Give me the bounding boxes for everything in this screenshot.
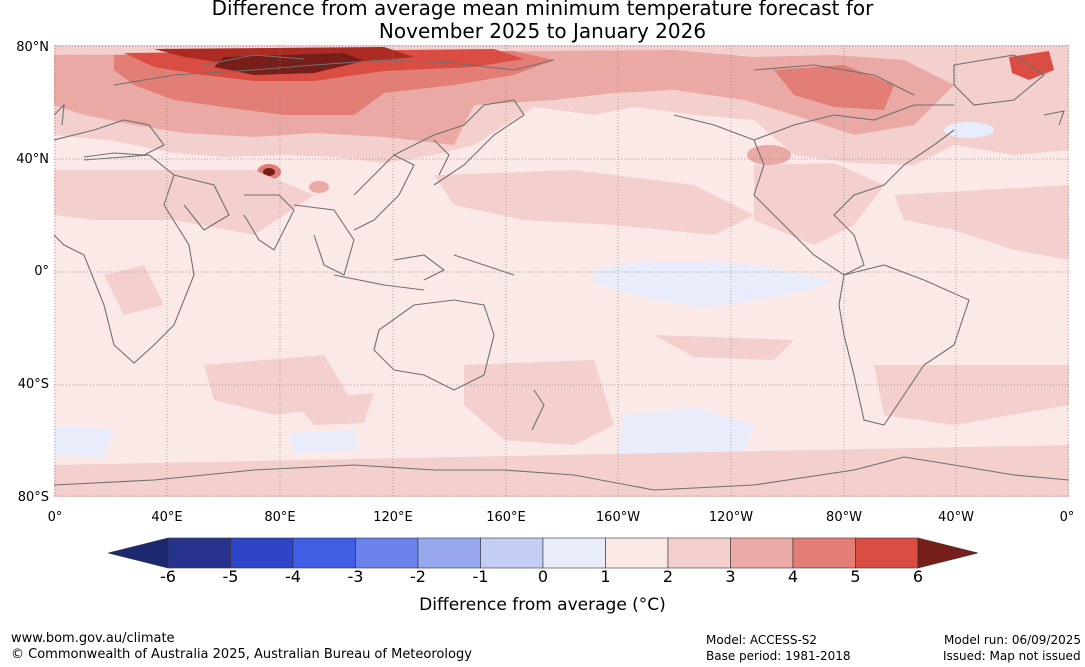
model-text: Model: ACCESS-S2 bbox=[706, 633, 818, 647]
colorbar-tick-label: -2 bbox=[410, 567, 426, 586]
lon-label-120w: 120°W bbox=[708, 510, 754, 525]
lon-label-0-right: 0° bbox=[1059, 510, 1075, 525]
colorbar-segment bbox=[730, 537, 794, 569]
anomaly-north-america bbox=[754, 163, 884, 245]
colorbar-segment bbox=[230, 537, 294, 569]
website-link[interactable]: www.bom.gov.au/climate bbox=[11, 631, 175, 646]
anomaly-cold-labrador bbox=[944, 122, 994, 138]
colorbar-extend-low bbox=[107, 537, 169, 569]
anomaly-cold-south-atlantic bbox=[54, 425, 114, 457]
anomaly-nw-america bbox=[747, 145, 791, 165]
lat-label-80s: 80°S bbox=[17, 490, 49, 505]
colorbar-segment bbox=[417, 537, 481, 569]
anomaly-south-atlantic bbox=[874, 365, 1069, 425]
forecast-map bbox=[53, 45, 1070, 497]
issued-text: Issued: Map not issued bbox=[943, 649, 1081, 663]
colorbar-tick-label: 4 bbox=[787, 567, 799, 586]
colorbar-label: Difference from average (°C) bbox=[419, 595, 666, 615]
anomaly-north-pacific bbox=[434, 170, 754, 235]
colorbar-segment bbox=[292, 537, 356, 569]
colorbar-segment bbox=[167, 537, 231, 569]
colorbar-segment bbox=[480, 537, 544, 569]
lat-label-40s: 40°S bbox=[17, 377, 49, 392]
model-run-text: Model run: 06/09/2025 bbox=[944, 633, 1082, 647]
lon-label-80w: 80°W bbox=[826, 510, 862, 525]
title-line-2: November 2025 to January 2026 bbox=[378, 19, 707, 43]
lon-label-40e: 40°E bbox=[151, 510, 183, 525]
title-line-1: Difference from average mean minimum tem… bbox=[211, 0, 874, 20]
anomaly-south-indian bbox=[294, 393, 374, 425]
colorbar-tick-label: 0 bbox=[537, 567, 549, 586]
lon-label-80e: 80°E bbox=[264, 510, 296, 525]
lat-label-80n: 80°N bbox=[16, 40, 49, 55]
colorbar-tick-label: 1 bbox=[600, 567, 611, 586]
colorbar-tick-label: 2 bbox=[662, 567, 674, 586]
anomaly-eurasia-south bbox=[54, 170, 314, 235]
anomaly-tasman bbox=[464, 360, 614, 445]
anomaly-cold-south-indian bbox=[289, 430, 359, 453]
gridlines bbox=[54, 45, 1069, 497]
lon-label-160w: 160°W bbox=[595, 510, 641, 525]
anomaly-tibet-core bbox=[263, 168, 275, 176]
colorbar bbox=[107, 537, 979, 569]
colorbar-segment bbox=[542, 537, 606, 569]
colorbar-tick-label: -1 bbox=[472, 567, 489, 586]
anomaly-region-arctic-canada bbox=[774, 65, 894, 110]
anomaly-cold-tropical-pacific bbox=[594, 261, 834, 307]
anomaly-south-pacific bbox=[654, 335, 794, 360]
lon-label-0-left: 0° bbox=[47, 510, 63, 525]
base-period-text: Base period: 1981-2018 bbox=[706, 649, 851, 663]
colorbar-tick-label: -4 bbox=[285, 567, 301, 586]
colorbar-tick-label: -3 bbox=[347, 567, 364, 586]
colorbar-segment bbox=[605, 537, 669, 569]
coastlines bbox=[53, 54, 1070, 491]
lon-label-160e: 160°E bbox=[486, 510, 526, 525]
lat-label-0: 0° bbox=[34, 264, 49, 279]
anomaly-atlantic-tropical bbox=[104, 265, 164, 315]
anomaly-asia-spot bbox=[309, 181, 329, 193]
chart-title: Difference from average mean minimum tem… bbox=[0, 0, 1085, 43]
anomaly-antarctic-band bbox=[54, 445, 1069, 497]
colorbar-tick-label: -5 bbox=[222, 567, 239, 586]
colorbar-tick-label: 6 bbox=[912, 567, 924, 586]
anomaly-north-atlantic bbox=[894, 185, 1069, 260]
anomaly-region-greenland bbox=[1009, 51, 1054, 80]
colorbar-tick-label: 3 bbox=[725, 567, 736, 586]
colorbar-tick-label: 5 bbox=[850, 567, 861, 586]
lat-label-40n: 40°N bbox=[16, 152, 49, 167]
lon-label-40w: 40°W bbox=[938, 510, 974, 525]
colorbar-segment bbox=[855, 537, 919, 569]
colorbar-tick-label: -6 bbox=[160, 567, 176, 586]
lon-label-120e: 120°E bbox=[373, 510, 413, 525]
copyright-text: © Commonwealth of Australia 2025, Austra… bbox=[11, 647, 472, 662]
colorbar-segment bbox=[667, 537, 731, 569]
map-svg bbox=[53, 45, 1070, 497]
colorbar-segment bbox=[355, 537, 419, 569]
colorbar-extend-high bbox=[917, 537, 979, 569]
colorbar-segment bbox=[792, 537, 856, 569]
anomaly-region-north-6 bbox=[214, 53, 364, 75]
